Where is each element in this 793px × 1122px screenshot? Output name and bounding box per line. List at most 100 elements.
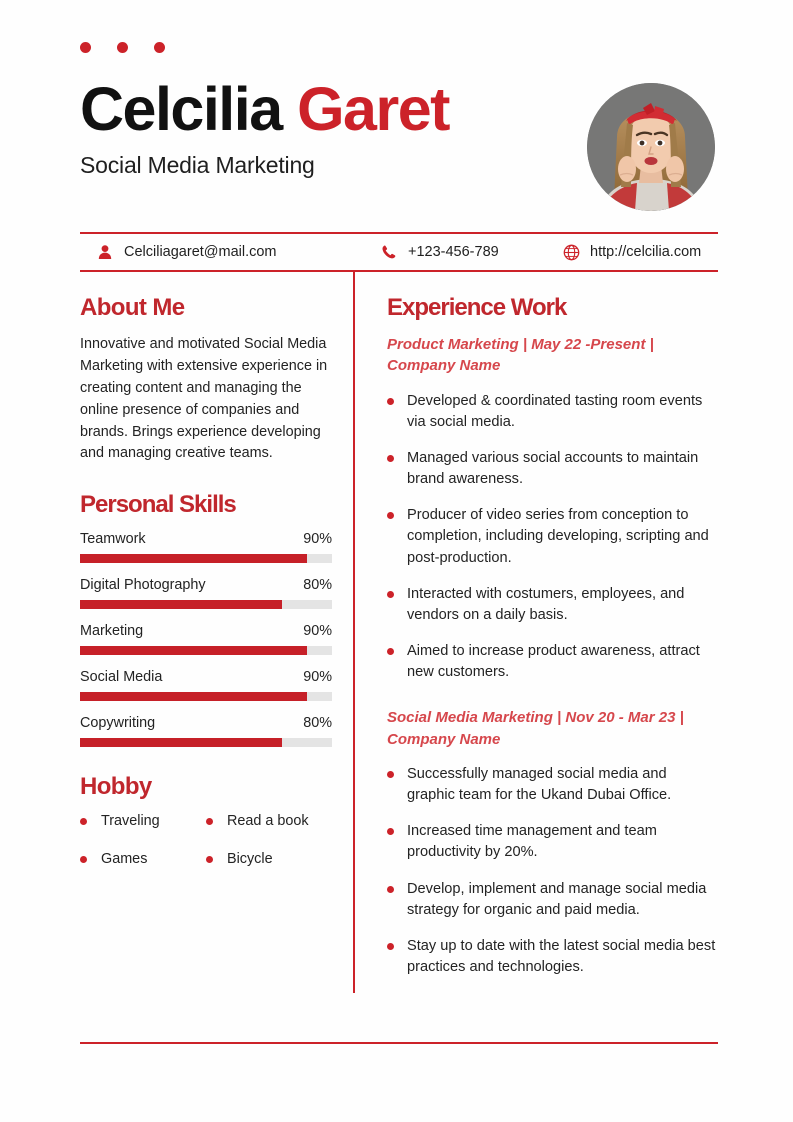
bullet-icon <box>387 942 394 950</box>
skill-bar-track <box>80 692 332 702</box>
bullet-icon <box>387 885 394 893</box>
list-item: Interacted with costumers, employees, an… <box>387 584 718 626</box>
bullet-text: Increased time management and team produ… <box>407 823 657 861</box>
experience-job: Social Media Marketing | Nov 20 - Mar 23… <box>387 707 718 978</box>
skill-bar-fill <box>80 646 307 656</box>
skill-percent: 90% <box>303 669 332 686</box>
experience-job: Product Marketing | May 22 -Present | Co… <box>387 334 718 683</box>
header: Celcilia Garet Social Media Marketing <box>0 0 793 211</box>
hobby-label: Traveling <box>101 813 160 830</box>
list-item: Successfully managed social media and gr… <box>387 764 718 806</box>
bullet-icon <box>387 454 394 462</box>
skill-item: Marketing 90% <box>80 623 332 656</box>
list-item: Develop, implement and manage social med… <box>387 879 718 921</box>
contact-website-text[interactable]: http://celcilia.com <box>590 244 702 260</box>
bullet-text: Develop, implement and manage social med… <box>407 880 707 918</box>
bullet-icon <box>206 855 213 863</box>
skill-bar-fill <box>80 692 307 702</box>
bullet-text: Managed various social accounts to maint… <box>407 449 699 488</box>
skill-label: Teamwork <box>80 531 146 548</box>
job-bullets: Successfully managed social media and gr… <box>387 764 718 978</box>
bullet-text: Successfully managed social media and gr… <box>407 765 672 804</box>
skill-bar-track <box>80 646 332 656</box>
about-heading: About Me <box>80 294 185 321</box>
skill-label: Social Media <box>80 669 163 686</box>
contact-email-text: Celciliagaret@mail.com <box>124 244 277 260</box>
right-column: Experience Work Product Marketing | May … <box>355 272 718 993</box>
list-item: Developed & coordinated tasting room eve… <box>387 391 718 433</box>
bullet-icon <box>387 648 394 655</box>
skill-bar-fill <box>80 554 307 564</box>
bullet-text: Aimed to increase product awareness, att… <box>407 643 700 681</box>
contact-bar: Celciliagaret@mail.com +123-456-789 http… <box>80 234 718 270</box>
phone-icon <box>380 243 398 261</box>
column-divider <box>353 272 355 994</box>
skill-label: Digital Photography <box>80 577 206 594</box>
contact-phone[interactable]: +123-456-789 <box>380 243 562 261</box>
decorative-dots <box>80 42 718 53</box>
left-column: About Me Innovative and motivated Social… <box>80 272 332 993</box>
bullet-icon <box>387 397 394 405</box>
skill-bar-fill <box>80 738 282 748</box>
dot-icon <box>154 42 165 53</box>
list-item: Aimed to increase product awareness, att… <box>387 641 718 683</box>
skill-percent: 80% <box>303 577 332 594</box>
hobby-label: Games <box>101 851 148 868</box>
skills-list: Teamwork 90% Digital Photography 80% <box>80 531 332 748</box>
skill-item: Copywriting 80% <box>80 715 332 748</box>
hobby-label: Bicycle <box>227 851 273 868</box>
job-bullets: Developed & coordinated tasting room eve… <box>387 391 718 684</box>
skill-percent: 80% <box>303 715 332 732</box>
globe-icon <box>562 243 580 261</box>
skill-bar-track <box>80 554 332 564</box>
job-title: Social Media Marketing | Nov 20 - Mar 23… <box>387 709 684 748</box>
list-item: Stay up to date with the latest social m… <box>387 936 718 978</box>
body-columns: About Me Innovative and motivated Social… <box>80 272 718 994</box>
skill-item: Social Media 90% <box>80 669 332 702</box>
contact-website[interactable]: http://celcilia.com <box>562 243 718 261</box>
contact-phone-text: +123-456-789 <box>408 244 499 260</box>
experience-heading: Experience Work <box>387 294 567 321</box>
bullet-text: Interacted with costumers, employees, an… <box>407 585 685 623</box>
skill-bar-track <box>80 600 332 610</box>
bullet-icon <box>387 828 394 836</box>
hobby-list: Traveling Read a book Games Bicycle <box>80 813 332 867</box>
hobby-item: Traveling <box>80 813 206 829</box>
contact-top-divider <box>80 232 718 234</box>
footer-divider <box>80 1042 718 1044</box>
skill-bar-track <box>80 738 332 748</box>
page-title: Celcilia Garet <box>80 79 718 140</box>
hobby-label: Read a book <box>227 813 309 830</box>
bullet-text: Producer of video series from conception… <box>407 507 709 566</box>
about-text: Innovative and motivated Social Media Ma… <box>80 336 328 462</box>
hobby-item: Bicycle <box>206 851 332 867</box>
dot-icon <box>117 42 128 53</box>
list-item: Increased time management and team produ… <box>387 821 718 863</box>
skill-item: Digital Photography 80% <box>80 577 332 610</box>
bullet-icon <box>206 817 213 825</box>
bullet-icon <box>387 770 394 778</box>
job-role-subtitle: Social Media Marketing <box>80 152 315 178</box>
bullet-icon <box>80 817 87 825</box>
bullet-text: Stay up to date with the latest social m… <box>407 937 716 975</box>
bullet-icon <box>80 855 87 863</box>
hobby-heading: Hobby <box>80 773 152 801</box>
hobby-item: Read a book <box>206 813 332 829</box>
person-icon <box>96 243 114 261</box>
first-name: Celcilia <box>80 75 283 143</box>
skill-bar-fill <box>80 600 282 610</box>
hobby-item: Games <box>80 851 206 867</box>
bullet-icon <box>387 512 394 520</box>
contact-email[interactable]: Celciliagaret@mail.com <box>80 243 380 261</box>
skill-percent: 90% <box>303 623 332 640</box>
skill-label: Copywriting <box>80 715 156 732</box>
bullet-icon <box>387 590 394 598</box>
list-item: Producer of video series from conception… <box>387 505 718 568</box>
skill-label: Marketing <box>80 623 144 640</box>
portrait-photo-icon <box>587 83 715 211</box>
list-item: Managed various social accounts to maint… <box>387 448 718 490</box>
skill-item: Teamwork 90% <box>80 531 332 564</box>
avatar <box>587 83 715 211</box>
skill-percent: 90% <box>303 531 332 548</box>
